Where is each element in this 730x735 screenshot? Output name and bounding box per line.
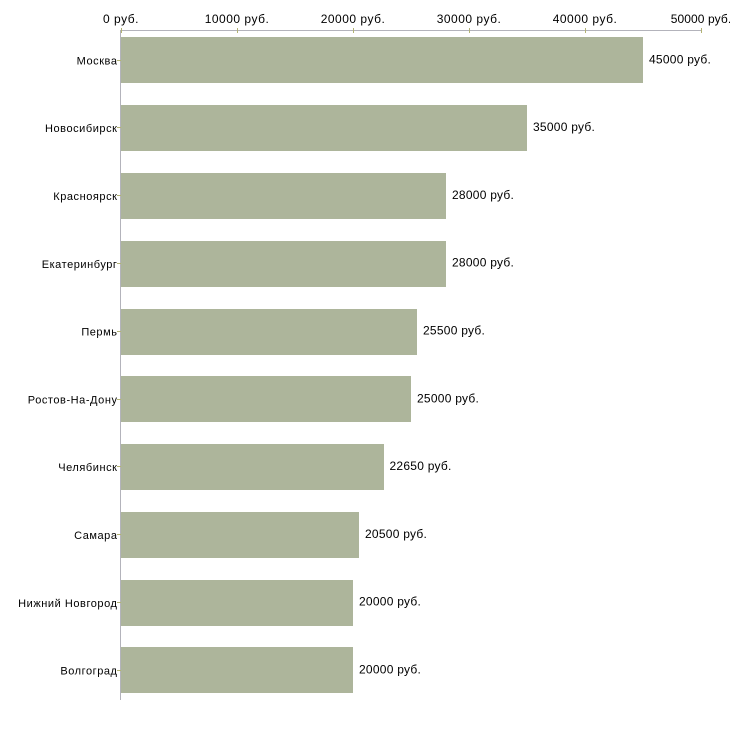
svg-text:50000 руб.: 50000 руб. xyxy=(671,12,730,26)
svg-text:25000 руб.: 25000 руб. xyxy=(417,391,479,405)
svg-text:Пермь: Пермь xyxy=(81,327,117,339)
svg-text:35000 руб.: 35000 руб. xyxy=(533,120,595,134)
svg-text:Красноярск: Красноярск xyxy=(53,191,117,203)
svg-text:22650 руб.: 22650 руб. xyxy=(390,459,452,473)
svg-text:10000 руб.: 10000 руб. xyxy=(205,12,270,26)
svg-text:20500 руб.: 20500 руб. xyxy=(365,527,427,541)
svg-text:Нижний Новгород: Нижний Новгород xyxy=(18,598,117,610)
svg-text:Новосибирск: Новосибирск xyxy=(45,123,117,135)
svg-text:45000 руб.: 45000 руб. xyxy=(649,52,711,66)
svg-text:25500 руб.: 25500 руб. xyxy=(423,324,485,338)
svg-text:0 руб.: 0 руб. xyxy=(103,12,139,26)
svg-text:Москва: Москва xyxy=(77,55,118,67)
svg-text:20000 руб.: 20000 руб. xyxy=(359,663,421,677)
svg-text:Ростов-На-Дону: Ростов-На-Дону xyxy=(28,394,118,406)
svg-text:20000 руб.: 20000 руб. xyxy=(321,12,386,26)
svg-text:Самара: Самара xyxy=(74,530,118,542)
svg-text:30000 руб.: 30000 руб. xyxy=(437,12,502,26)
svg-text:Волгоград: Волгоград xyxy=(60,666,117,678)
svg-text:28000 руб.: 28000 руб. xyxy=(452,256,514,270)
svg-text:Екатеринбург: Екатеринбург xyxy=(42,259,118,271)
svg-text:40000 руб.: 40000 руб. xyxy=(553,12,618,26)
svg-text:Челябинск: Челябинск xyxy=(58,462,117,474)
svg-text:28000 руб.: 28000 руб. xyxy=(452,188,514,202)
svg-text:20000 руб.: 20000 руб. xyxy=(359,595,421,609)
